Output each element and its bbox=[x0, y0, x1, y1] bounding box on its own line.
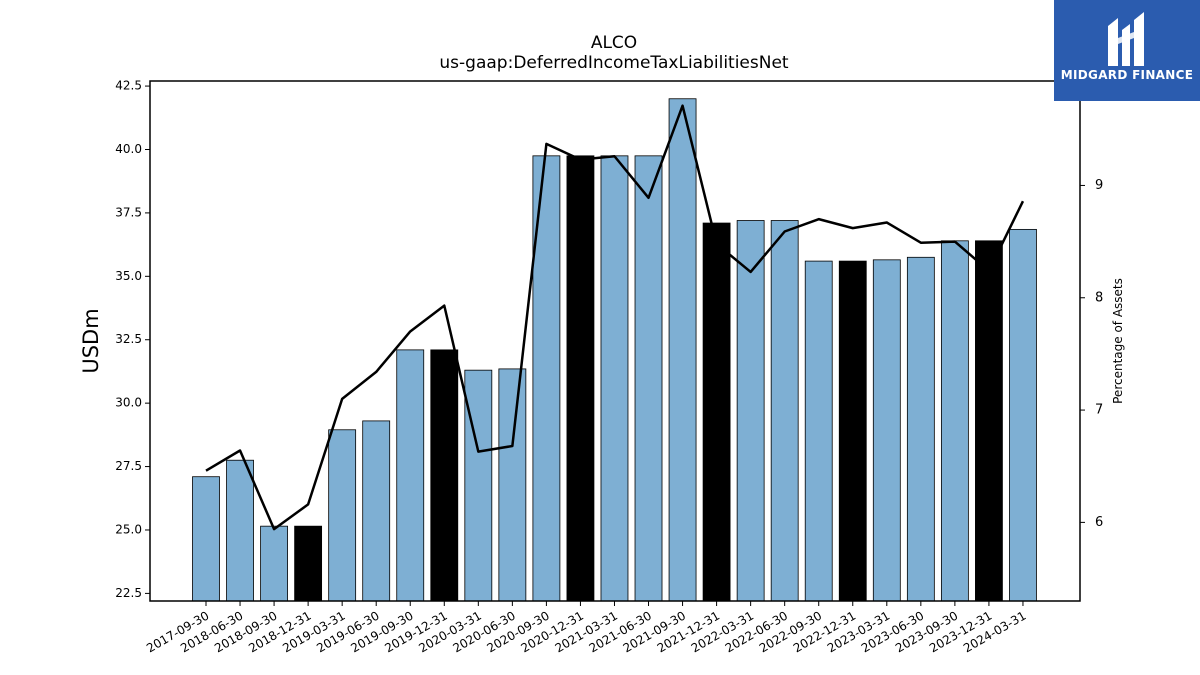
bar-2023-09-30 bbox=[940, 240, 969, 602]
y2-tick-label: 9 bbox=[1095, 178, 1103, 193]
line-group bbox=[205, 104, 1025, 531]
bar-2019-12-31 bbox=[430, 349, 459, 602]
y-tick-label: 22.5 bbox=[115, 586, 142, 600]
bar-2022-12-31 bbox=[838, 260, 867, 602]
bar-2020-12-31 bbox=[566, 155, 595, 602]
bar-2020-06-30 bbox=[498, 368, 527, 602]
plot-frame bbox=[149, 80, 1081, 602]
bar-2019-06-30 bbox=[362, 420, 391, 602]
y2-axis: 6 7 8 9 bbox=[1080, 178, 1103, 530]
y2-tick-label: 8 bbox=[1095, 290, 1103, 305]
y-axis: 22.5 25.0 27.5 30.0 32.5 35.0 37.5 40.0 42.5 bbox=[115, 79, 150, 600]
bar-2021-06-30 bbox=[634, 155, 663, 602]
y2-tick-label: 7 bbox=[1095, 403, 1103, 418]
y2-axis-label: Percentage of Assets bbox=[1111, 278, 1125, 404]
percentage-line bbox=[205, 104, 1025, 531]
bar-2021-03-31 bbox=[600, 155, 629, 602]
midgard-logo-icon bbox=[1108, 12, 1144, 66]
bar-2017-09-30 bbox=[192, 476, 220, 602]
bar-2022-06-30 bbox=[770, 220, 799, 602]
chart-title: ALCO bbox=[591, 33, 637, 53]
bar-2022-03-31 bbox=[736, 220, 765, 602]
logo-text: MIDGARD FINANCE bbox=[1060, 68, 1194, 82]
bar-2018-06-30 bbox=[226, 459, 254, 602]
bar-2020-03-31 bbox=[464, 369, 493, 602]
bar-2023-06-30 bbox=[906, 256, 935, 602]
bar-2023-12-31 bbox=[975, 240, 1003, 602]
bar-2021-12-31 bbox=[702, 222, 731, 602]
bar-2023-03-31 bbox=[872, 259, 901, 602]
bar-2021-09-30 bbox=[668, 98, 697, 602]
y-tick-label: 35.0 bbox=[115, 269, 142, 283]
bar-2018-12-31 bbox=[294, 525, 323, 602]
bar-2022-09-30 bbox=[804, 260, 833, 602]
y-tick-label: 32.5 bbox=[115, 332, 142, 346]
y-tick-label: 30.0 bbox=[115, 396, 142, 410]
x-axis: 2017-09-302018-06-302018-09-302018-12-31… bbox=[144, 601, 1028, 655]
y-axis-label: USDm bbox=[79, 308, 103, 373]
y-tick-label: 37.5 bbox=[115, 205, 142, 219]
bar-2018-09-30 bbox=[260, 525, 288, 602]
bar-2019-03-31 bbox=[328, 429, 357, 602]
bar-2024-03-31 bbox=[1009, 228, 1037, 602]
y-tick-label: 27.5 bbox=[115, 459, 142, 473]
y2-tick-label: 6 bbox=[1095, 515, 1103, 530]
y-tick-label: 40.0 bbox=[115, 142, 142, 156]
logo: MIDGARD FINANCE bbox=[1054, 0, 1200, 101]
bar-2019-09-30 bbox=[396, 349, 425, 602]
y-tick-label: 42.5 bbox=[115, 79, 142, 93]
chart-subtitle: us-gaap:DeferredIncomeTaxLiabilitiesNet bbox=[439, 53, 789, 73]
bars-group bbox=[192, 98, 1037, 602]
y-tick-label: 25.0 bbox=[115, 522, 142, 536]
